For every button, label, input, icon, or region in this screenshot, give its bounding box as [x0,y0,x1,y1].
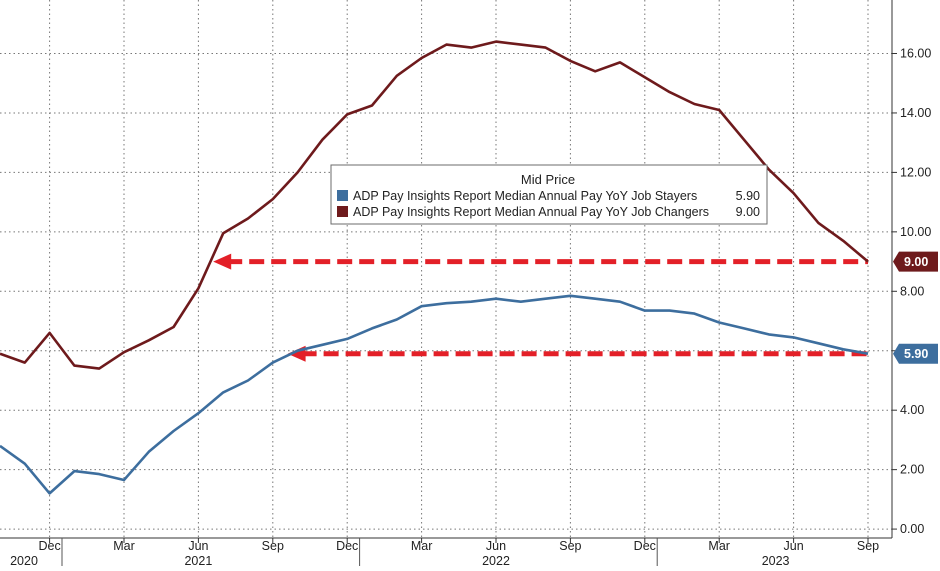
x-tick-label: Mar [411,539,433,553]
legend: Mid Price ADP Pay Insights Report Median… [330,164,768,225]
x-tick-label: Dec [38,539,60,553]
badge-job-changers [893,251,938,272]
legend-swatch-job-stayers [337,190,348,201]
legend-label-job-stayers: ADP Pay Insights Report Median Annual Pa… [353,189,697,203]
x-tick-label: Jun [784,539,804,553]
x-year-label: 2021 [184,554,212,566]
grid [0,0,892,538]
x-tick-label: Sep [559,539,581,553]
y-tick-label: 8.00 [900,284,924,298]
badge-label-job-changers: 9.00 [904,255,928,269]
legend-swatch-job-changers [337,206,348,217]
badge-job-stayers [893,343,938,364]
x-tick-label: Dec [634,539,656,553]
x-tick-label: Mar [113,539,135,553]
badge-label-job-stayers: 5.90 [904,347,928,361]
x-year-label: 2023 [762,554,790,566]
y-tick-label: 14.00 [900,106,931,120]
x-tick-label: Mar [708,539,730,553]
x-tick-label: Jun [188,539,208,553]
chart-title: Mid Price [521,172,575,187]
x-year-label: 2022 [482,554,510,566]
series-line-job-stayers [0,294,869,495]
y-tick-label: 0.00 [900,522,924,536]
legend-label-job-changers: ADP Pay Insights Report Median Annual Pa… [353,205,709,219]
y-tick-label: 12.00 [900,165,931,179]
y-tick-label: 4.00 [900,403,924,417]
legend-box [330,164,768,225]
y-tick-label: 16.00 [900,47,931,61]
annotation-arrows [213,253,868,362]
arrow-head-job-changers [213,253,232,270]
x-year-label: 2020 [10,554,38,566]
legend-value-job-changers: 9.00 [736,205,760,219]
x-tick-label: Sep [857,539,879,553]
legend-value-job-stayers: 5.90 [736,189,760,203]
series-line-job-changers [0,40,869,370]
last-value-badges: 5.90 9.00 [893,251,938,364]
y-tick-label: 10.00 [900,225,931,239]
x-tick-label: Jun [486,539,506,553]
series-lines [0,40,869,495]
x-tick-label: Dec [336,539,358,553]
y-tick-label: 2.00 [900,463,924,477]
x-tick-label: Sep [262,539,284,553]
